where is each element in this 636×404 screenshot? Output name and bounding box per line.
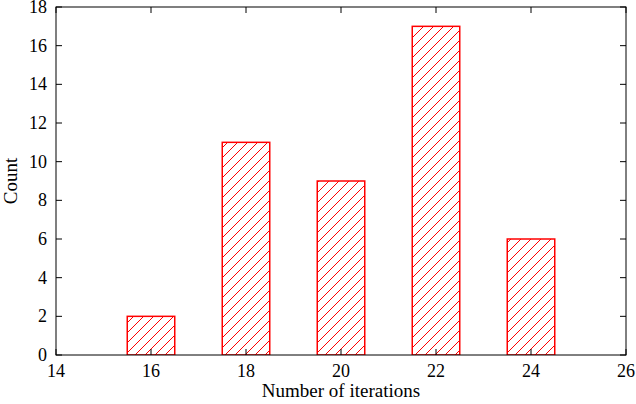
y-tick	[620, 45, 626, 46]
y-tick	[56, 7, 62, 8]
x-tick	[56, 7, 57, 13]
plot-frame	[56, 7, 626, 355]
bar	[127, 316, 175, 355]
x-tick	[56, 349, 57, 355]
y-tick	[620, 84, 626, 85]
bar	[317, 181, 365, 355]
y-tick	[620, 355, 626, 356]
x-tick-label: 20	[332, 361, 350, 381]
y-tick	[620, 239, 626, 240]
x-tick-label: 22	[427, 361, 445, 381]
x-tick	[436, 349, 437, 355]
x-tick	[436, 7, 437, 13]
chart-container: 14161820222426024681012141618Number of i…	[0, 0, 636, 404]
x-tick-label: 14	[47, 361, 65, 381]
y-tick	[620, 7, 626, 8]
x-tick	[626, 349, 627, 355]
y-tick	[56, 84, 62, 85]
y-tick	[620, 123, 626, 124]
y-tick-label: 4	[38, 268, 47, 288]
y-tick-label: 14	[29, 74, 47, 94]
bar	[222, 142, 270, 355]
x-tick-label: 18	[237, 361, 255, 381]
y-tick-label: 10	[29, 152, 47, 172]
y-tick	[56, 277, 62, 278]
y-tick	[56, 316, 62, 317]
x-tick	[531, 7, 532, 13]
chart-svg: 14161820222426024681012141618Number of i…	[0, 0, 636, 404]
y-tick	[56, 123, 62, 124]
y-axis-label: Count	[0, 157, 21, 204]
bars	[127, 26, 555, 355]
x-tick	[626, 7, 627, 13]
bar	[507, 239, 555, 355]
y-tick-label: 8	[38, 190, 47, 210]
y-tick	[620, 277, 626, 278]
y-tick	[620, 161, 626, 162]
x-tick	[341, 349, 342, 355]
x-tick	[341, 7, 342, 13]
x-tick-label: 16	[142, 361, 160, 381]
y-tick-label: 16	[29, 36, 47, 56]
y-tick	[56, 161, 62, 162]
y-tick-label: 12	[29, 113, 47, 133]
y-tick-label: 18	[29, 0, 47, 17]
y-tick-label: 2	[38, 306, 47, 326]
y-tick	[56, 200, 62, 201]
y-tick	[620, 316, 626, 317]
y-tick	[56, 355, 62, 356]
bar	[412, 26, 460, 355]
y-tick-label: 6	[38, 229, 47, 249]
x-axis-label: Number of iterations	[262, 380, 420, 401]
x-tick	[531, 349, 532, 355]
y-tick	[56, 45, 62, 46]
y-tick	[56, 239, 62, 240]
x-tick	[246, 7, 247, 13]
x-tick-label: 24	[522, 361, 540, 381]
x-tick	[151, 7, 152, 13]
y-tick	[620, 200, 626, 201]
y-tick-label: 0	[38, 345, 47, 365]
x-tick	[246, 349, 247, 355]
x-tick-label: 26	[617, 361, 635, 381]
x-tick	[151, 349, 152, 355]
